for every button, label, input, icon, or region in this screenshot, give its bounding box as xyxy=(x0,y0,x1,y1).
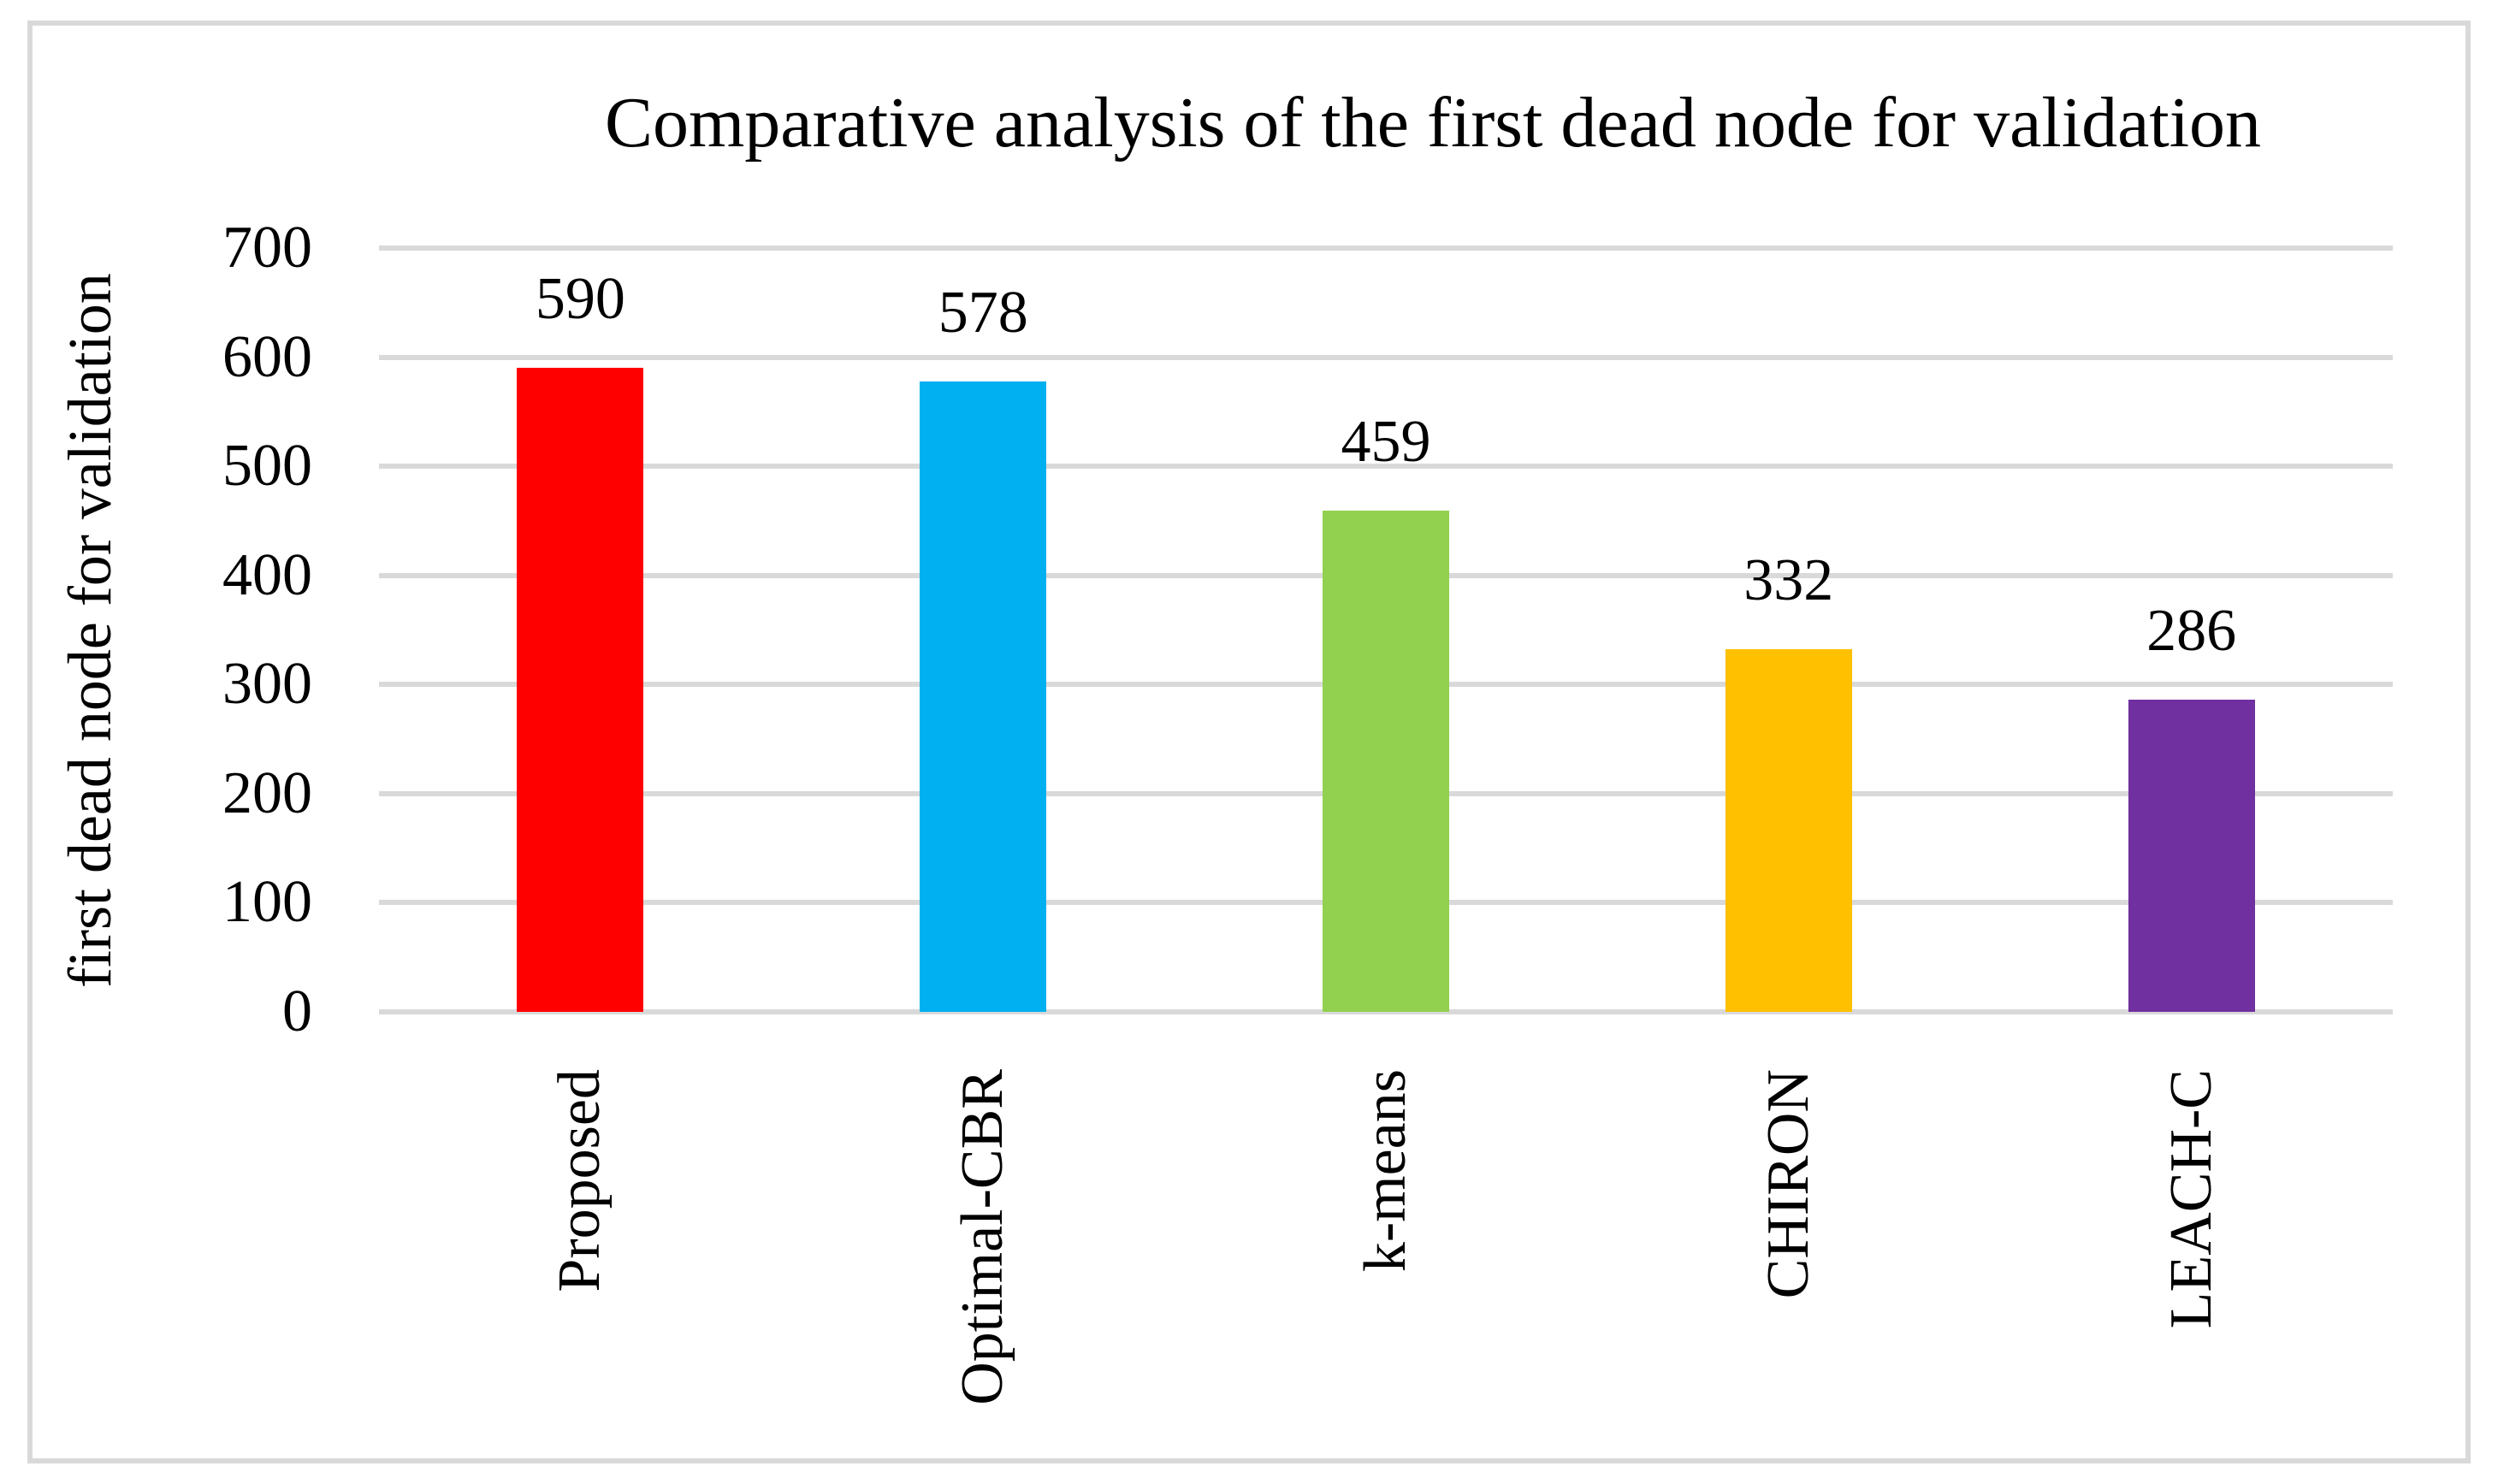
y-tick-label: 200 xyxy=(222,760,312,826)
value-label: 590 xyxy=(535,266,625,333)
y-tick-label: 100 xyxy=(222,869,312,936)
gridline xyxy=(379,1009,2393,1014)
category-label: LEACH-C xyxy=(2158,1069,2224,1329)
value-label: 332 xyxy=(1743,547,1834,614)
value-label: 578 xyxy=(938,279,1028,346)
bar xyxy=(1323,511,1449,1012)
y-tick-label: 300 xyxy=(222,651,312,718)
bar xyxy=(1725,649,1852,1012)
category-label: Proposed xyxy=(547,1069,613,1292)
y-tick-label: 0 xyxy=(282,978,312,1044)
category-label: k-means xyxy=(1353,1069,1418,1273)
y-axis-title: first dead node for validation xyxy=(56,272,124,988)
value-label: 286 xyxy=(2146,598,2237,665)
gridline xyxy=(379,354,2393,360)
value-label: 459 xyxy=(1341,409,1431,476)
chart-frame-border xyxy=(27,21,2471,1463)
category-label: Optimal-CBR xyxy=(950,1069,1016,1405)
gridline xyxy=(379,245,2393,251)
y-tick-label: 400 xyxy=(222,541,312,608)
y-tick-label: 700 xyxy=(222,215,312,281)
chart-title: Comparative analysis of the first dead n… xyxy=(604,83,2262,163)
y-tick-label: 600 xyxy=(222,323,312,390)
bar xyxy=(2128,700,2255,1012)
category-label: CHIRON xyxy=(1755,1069,1821,1299)
gridline xyxy=(379,464,2393,470)
bar xyxy=(920,381,1047,1012)
bar xyxy=(517,368,644,1012)
y-tick-label: 500 xyxy=(222,433,312,500)
